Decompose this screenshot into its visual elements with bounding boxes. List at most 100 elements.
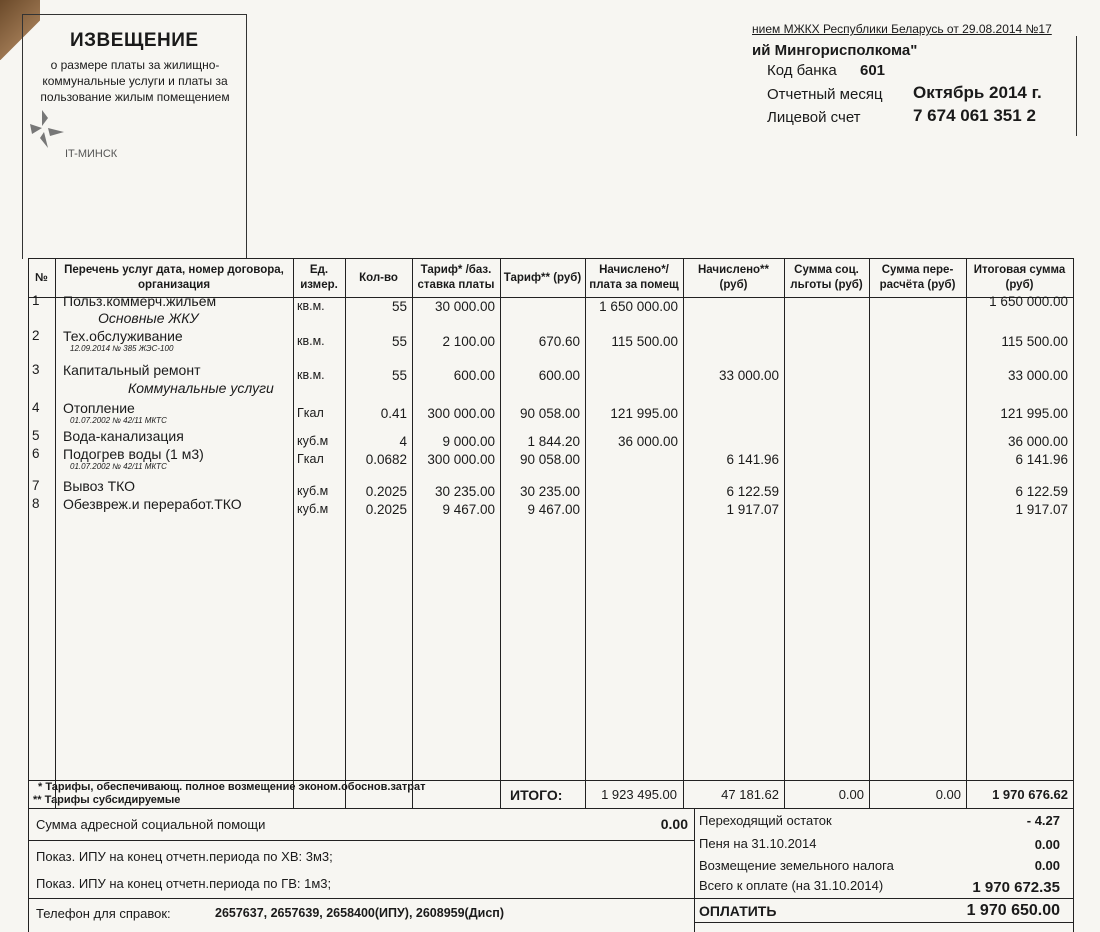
- column-divider: [55, 258, 56, 808]
- cell-qty: 55: [391, 334, 407, 349]
- cell-total: 1 917.07: [1015, 502, 1068, 517]
- cell-total: 6 141.96: [1015, 452, 1068, 467]
- background-wood: [0, 0, 40, 60]
- cell-acc1: 1 650 000.00: [599, 299, 678, 314]
- header-box: [752, 36, 1077, 136]
- penalty-value: 0.00: [1034, 837, 1060, 852]
- cell-unit: кв.м.: [297, 368, 325, 382]
- service-contract-note: 01.07.2002 № 42/11 МКТС: [70, 462, 167, 471]
- month-label: Отчетный месяц: [767, 86, 883, 103]
- account-label: Лицевой счет: [767, 109, 861, 126]
- column-divider: [293, 258, 294, 808]
- column-header: Итоговая сумма (руб): [973, 264, 1066, 291]
- cell-acc1: 115 500.00: [611, 334, 678, 349]
- service-name: Вода-канализация: [63, 428, 184, 444]
- row-number: 4: [32, 400, 40, 415]
- social-help: 0.00: [660, 816, 688, 832]
- due-label: Всего к оплате (на 31.10.2014): [699, 878, 884, 893]
- cell-acc2: 6 122.59: [726, 484, 779, 499]
- cell-acc2: 6 141.96: [726, 452, 779, 467]
- column-header: Перечень услуг дата, номер договора, орг…: [64, 264, 284, 291]
- cell-qty: 0.41: [380, 406, 407, 421]
- pay-label: ОПЛАТИТЬ: [699, 903, 777, 919]
- notice-box: [22, 14, 247, 259]
- report-month: Октябрь 2014 г.: [913, 83, 1042, 102]
- meter-cold: Показ. ИПУ на конец отчетн.периода по ХВ…: [36, 849, 333, 864]
- total-soc: 0.00: [838, 787, 864, 802]
- service-name: Отопление: [63, 400, 135, 416]
- cell-unit: Гкал: [297, 406, 324, 420]
- cell-tariff1: 300 000.00: [427, 406, 495, 421]
- cell-acc1: 36 000.00: [617, 434, 678, 449]
- column-header: Сумма соц. льготы (руб): [790, 264, 863, 291]
- cell-total: 121 995.00: [1000, 406, 1068, 421]
- cell-tariff1: 600.00: [453, 368, 495, 383]
- service-name: Обезвреж.и переработ.ТКО: [63, 496, 242, 512]
- org-name: ий Мингорисполкома": [752, 42, 918, 59]
- column-header: Начислено** (руб): [697, 264, 770, 291]
- cell-qty: 55: [391, 368, 407, 383]
- cell-tariff2: 30 235.00: [519, 484, 580, 499]
- cell-tariff2: 1 844.20: [527, 434, 580, 449]
- carry-label: Переходящий остаток: [699, 813, 832, 828]
- cell-tariff2: 670.60: [538, 334, 580, 349]
- land-tax-value: 0.00: [1034, 858, 1060, 873]
- it-minsk-logo-icon: [30, 110, 64, 148]
- notice-title: ИЗВЕЩЕНИЕ: [70, 30, 199, 51]
- bank-code-label: Код банка: [767, 62, 837, 79]
- cell-qty: 55: [391, 299, 407, 314]
- column-divider: [585, 258, 586, 808]
- cell-total: 115 500.00: [1001, 334, 1068, 349]
- column-divider: [412, 258, 413, 808]
- column-divider: [683, 258, 684, 808]
- cell-tariff2: 600.00: [538, 368, 580, 383]
- service-name: Тех.обслуживание: [63, 328, 183, 344]
- cell-unit: кв.м.: [297, 334, 325, 348]
- total-recalc: 0.00: [935, 787, 961, 802]
- row-number: 8: [32, 496, 40, 511]
- cell-acc2: 1 917.07: [726, 502, 779, 517]
- column-divider: [345, 258, 346, 808]
- row-number: 6: [32, 446, 40, 461]
- cell-unit: куб.м: [297, 502, 329, 516]
- cell-qty: 0.2025: [365, 502, 407, 517]
- penalty-label: Пеня на 31.10.2014: [699, 836, 817, 851]
- cell-unit: куб.м: [297, 484, 329, 498]
- cell-unit: куб.м: [297, 434, 329, 448]
- cell-tariff1: 2 100.00: [442, 334, 495, 349]
- bank-code: 601: [860, 62, 886, 79]
- column-header: Сумма пере-расчёта (руб): [879, 264, 956, 291]
- service-name: Подогрев воды (1 м3): [63, 446, 204, 462]
- cell-unit: кв.м.: [297, 299, 325, 313]
- column-divider: [869, 258, 870, 808]
- group-label: Коммунальные услуги: [128, 380, 274, 396]
- total-acc2: 47 181.62: [721, 787, 779, 802]
- cell-acc2: 33 000.00: [718, 368, 779, 383]
- meter-hot: Показ. ИПУ на конец отчетн.периода по ГВ…: [36, 876, 332, 891]
- service-contract-note: 01.07.2002 № 42/11 МКТС: [70, 416, 167, 425]
- row-number: 2: [32, 328, 40, 343]
- cell-total: 36 000.00: [1007, 434, 1068, 449]
- footnote-2: ** Тарифы субсидируемые: [33, 794, 181, 806]
- cell-tariff2: 90 058.00: [519, 452, 580, 467]
- service-name: Вывоз ТКО: [63, 478, 136, 494]
- notice-subtitle: о размере платы за жилищно-коммунальные …: [40, 58, 230, 104]
- cell-tariff1: 9 467.00: [442, 502, 495, 517]
- account-number: 7 674 061 351 2: [913, 106, 1036, 125]
- row-number: 5: [32, 428, 40, 443]
- column-header: Ед. измер.: [300, 264, 338, 291]
- footnote-1: * Тарифы, обеспечивающ. полное возмещени…: [38, 781, 426, 793]
- column-header: Тариф** (руб): [503, 271, 582, 284]
- totals-label: ИТОГО:: [510, 787, 563, 803]
- column-divider: [966, 258, 967, 808]
- carry-value: - 4.27: [1026, 813, 1060, 828]
- phones: 2657637, 2657639, 2658400(ИПУ), 2608959(…: [215, 906, 504, 920]
- cell-total: 6 122.59: [1015, 484, 1068, 499]
- column-header: Начислено*/ плата за помещ: [589, 264, 679, 291]
- cell-qty: 0.2025: [365, 484, 407, 499]
- cell-tariff2: 90 058.00: [519, 406, 580, 421]
- phone-label: Телефон для справок:: [36, 906, 171, 921]
- grand-total: 1 970 676.62: [992, 787, 1068, 802]
- decree-text: нием МЖКХ Республики Беларусь от 29.08.2…: [752, 22, 1052, 36]
- column-header: Тариф* /баз. ставка платы: [417, 264, 495, 291]
